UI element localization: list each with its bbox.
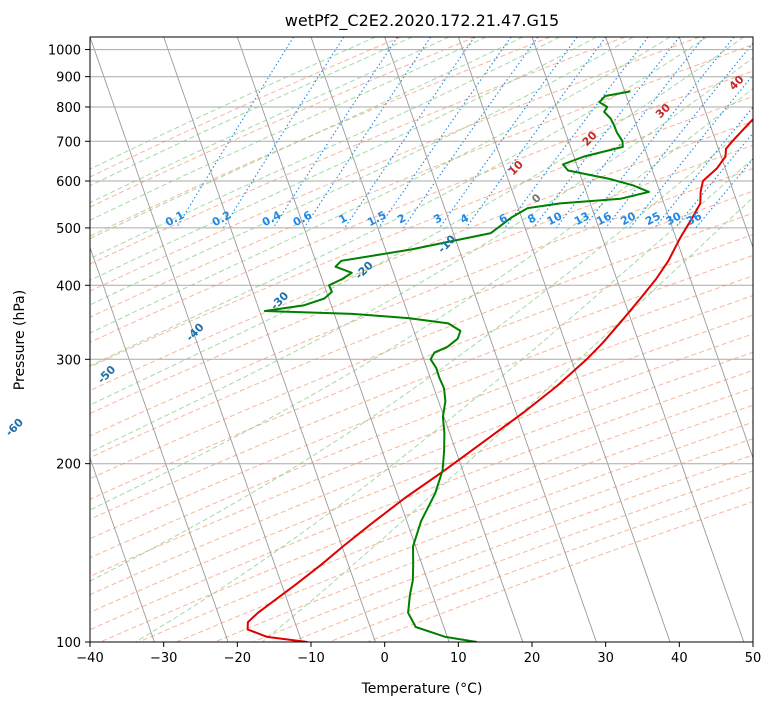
x-tick-label: 0 <box>381 651 389 666</box>
dry-adiabat-line <box>90 314 753 577</box>
y-tick-label: 500 <box>56 222 81 237</box>
mixing-ratio-line <box>303 37 432 229</box>
moist-adiabat-line <box>261 196 753 642</box>
mixing-ratio-line <box>344 37 475 229</box>
mixing-ratio-label: 20 <box>618 209 638 228</box>
moist-adiabat-line <box>90 37 597 281</box>
isotherm-line <box>163 37 376 642</box>
chart-title: wetPf2_C2E2.2020.172.21.47.G15 <box>285 11 559 31</box>
mixing-ratio-label: 16 <box>594 209 614 228</box>
x-tick-label: −10 <box>297 651 324 666</box>
dry-adiabat-line <box>90 212 753 480</box>
dry-adiabat-line <box>90 254 753 520</box>
mixing-ratio-label: 30 <box>664 209 684 228</box>
dry-adiabat-line <box>90 37 476 208</box>
mixing-ratio-line <box>465 37 607 229</box>
series-layer <box>246 90 753 642</box>
mixing-ratio-line <box>439 37 578 229</box>
y-tick-label: 200 <box>56 458 81 473</box>
isotherm-line <box>678 37 753 249</box>
dry-adiabat-line <box>90 234 753 500</box>
x-tick-label: 40 <box>671 651 688 666</box>
mixing-ratio-line <box>504 37 649 229</box>
line-labels: 0.10.20.40.611.52346810131620253036-100-… <box>3 73 747 439</box>
moist-adiabat-line <box>90 57 753 453</box>
y-axis-label: Pressure (hPa) <box>12 290 28 390</box>
isotherm-line <box>605 37 753 460</box>
grid <box>90 37 753 642</box>
mixing-ratio-label: 25 <box>643 209 663 228</box>
x-axis-label: Temperature (°C) <box>361 681 483 697</box>
moist-adiabat-line <box>135 157 753 642</box>
isotherm-line <box>90 246 229 642</box>
isotherm-line <box>457 37 671 642</box>
isotherm-line <box>310 37 524 642</box>
isotherm-line <box>531 37 745 642</box>
mixing-ratio-line <box>605 42 753 229</box>
x-tick-label: 50 <box>745 651 762 666</box>
dry-adiabat-line <box>90 95 753 368</box>
x-tick-label: 20 <box>524 651 541 666</box>
mixing-ratio-line <box>402 37 539 229</box>
axes: −40 −30 −20 −10 0 10 20 30 40 50 100 200 300 400 500 60… <box>48 44 761 666</box>
moist-adiabat-line <box>90 37 413 187</box>
y-tick-label: 600 <box>56 175 81 190</box>
dry-adiabat-line <box>90 333 753 596</box>
y-tick-label: 900 <box>56 71 81 86</box>
dry-adiabat-line <box>90 369 753 631</box>
y-tick-label: 400 <box>56 279 81 294</box>
mixing-ratio-line <box>272 37 398 229</box>
mixing-ratio-line <box>378 37 512 229</box>
x-tick-label: 10 <box>450 651 467 666</box>
x-tick-label: 30 <box>597 651 614 666</box>
plot-frame <box>89 36 754 643</box>
mixing-ratio-line <box>629 74 753 229</box>
dry-adiabat-line <box>90 295 753 559</box>
y-tick-label: 700 <box>56 135 81 150</box>
dry-adiabat-line <box>90 44 753 318</box>
mixing-ratio-label: 36 <box>684 209 704 228</box>
mixing-ratio-label: 13 <box>572 209 592 228</box>
dry-adiabat-line <box>90 351 753 613</box>
moist-adiabat-line <box>90 37 560 260</box>
y-tick-label: 800 <box>56 101 81 116</box>
dewpoint-series-line <box>263 90 650 642</box>
dry-adiabat-line <box>90 37 700 292</box>
moist-adiabat-line <box>90 121 753 582</box>
moist-adiabat-line <box>90 37 487 221</box>
moist-adiabat-line <box>90 37 450 204</box>
dry-adiabat-line <box>90 190 753 459</box>
mixing-ratio-line <box>222 37 345 229</box>
y-tick-label: 300 <box>56 353 81 368</box>
moist-adiabat-line <box>90 37 745 406</box>
isotherm-line <box>90 37 303 642</box>
dry-adiabat-line <box>90 37 401 178</box>
moist-adiabat-line <box>90 87 753 511</box>
isotherm-line <box>384 37 597 642</box>
x-tick-label: −30 <box>150 651 177 666</box>
dry-adiabat-line <box>90 275 753 540</box>
dry-adiabat-line <box>90 70 753 343</box>
isotherm-line <box>90 456 155 642</box>
mixing-ratio-line <box>176 37 295 229</box>
temperature-series-line <box>246 117 753 642</box>
moist-adiabat-line <box>90 37 671 334</box>
x-tick-label: −20 <box>224 651 251 666</box>
y-tick-label: 100 <box>56 636 81 651</box>
mixing-ratio-line <box>674 132 753 229</box>
x-tick-label: −40 <box>76 651 103 666</box>
mixing-ratio-line <box>583 37 735 229</box>
y-tick-label: 1000 <box>48 44 81 59</box>
dry-adiabat-line <box>100 387 753 642</box>
moist-adiabat-line <box>90 37 376 170</box>
mixing-ratio-label: 10 <box>545 209 565 228</box>
dry-adiabat-line <box>90 144 753 415</box>
dry-adiabat-line <box>90 37 551 237</box>
